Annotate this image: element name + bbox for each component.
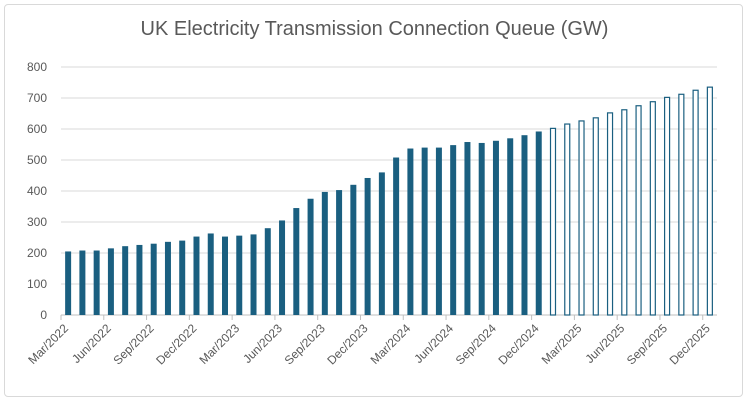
x-tick-label: Jun/2024 <box>411 321 456 366</box>
bar <box>122 246 129 315</box>
bar <box>193 236 200 315</box>
bar <box>678 93 685 316</box>
bar <box>492 140 499 315</box>
bar <box>378 172 385 315</box>
bar <box>635 105 642 316</box>
bar <box>164 241 171 315</box>
bar <box>521 135 528 315</box>
bar <box>364 177 371 315</box>
bar <box>535 131 542 315</box>
chart-frame <box>4 4 743 397</box>
bar <box>264 228 271 315</box>
bar <box>663 96 671 316</box>
y-tick-label: 400 <box>27 184 47 198</box>
bar <box>706 86 713 316</box>
y-tick-label: 100 <box>27 277 47 291</box>
x-tick-label: Mar/2022 <box>25 321 71 367</box>
x-tick-label: Jun/2025 <box>582 321 627 366</box>
x-tick-label: Jun/2022 <box>69 321 114 366</box>
bar <box>649 101 656 316</box>
x-tick-label: Dec/2023 <box>324 321 370 367</box>
bar <box>464 142 471 315</box>
y-tick-label: 700 <box>27 91 47 105</box>
bar <box>321 191 328 315</box>
bar <box>592 117 599 316</box>
bar <box>79 250 86 315</box>
bar <box>293 208 300 315</box>
bar <box>564 123 571 316</box>
bar <box>179 240 186 315</box>
x-tick-label: Sep/2023 <box>282 321 328 367</box>
x-tick-label: Dec/2025 <box>667 321 713 367</box>
bar <box>549 127 557 316</box>
bar <box>421 147 428 315</box>
chart-title: UK Electricity Transmission Connection Q… <box>140 18 609 40</box>
bar <box>350 184 357 315</box>
bar <box>136 244 143 315</box>
x-tick-label: Jun/2023 <box>240 321 285 366</box>
y-tick-label: 800 <box>27 60 47 74</box>
bar <box>250 234 257 315</box>
bar <box>507 138 514 315</box>
y-tick-label: 200 <box>27 246 47 260</box>
x-tick-label: Mar/2024 <box>368 321 414 367</box>
bar <box>207 233 214 315</box>
x-tick-label: Dec/2024 <box>496 321 542 367</box>
x-tick-label: Sep/2024 <box>453 321 499 367</box>
bar <box>336 190 343 315</box>
bar <box>692 89 699 316</box>
bar <box>435 147 442 315</box>
x-tick-label: Mar/2025 <box>539 321 585 367</box>
bar <box>606 112 614 316</box>
bar <box>393 157 400 315</box>
bar <box>621 109 628 316</box>
bar <box>307 198 314 315</box>
bar <box>236 235 243 315</box>
x-tick-label: Sep/2025 <box>624 321 670 367</box>
y-tick-label: 500 <box>27 153 47 167</box>
bar <box>578 120 585 316</box>
bar <box>279 220 286 315</box>
bar <box>222 236 228 315</box>
x-tick-label: Sep/2022 <box>110 321 156 367</box>
y-tick-label: 300 <box>27 215 47 229</box>
bar <box>478 142 485 315</box>
x-tick-label: Dec/2022 <box>153 321 199 367</box>
y-tick-label: 600 <box>27 122 47 136</box>
bar <box>407 148 414 315</box>
bar <box>450 145 457 315</box>
bar <box>93 250 100 315</box>
y-tick-label: 0 <box>40 308 47 322</box>
bar <box>65 251 72 315</box>
bar <box>107 248 114 315</box>
x-tick-label: Mar/2023 <box>196 321 242 367</box>
bar <box>150 243 157 315</box>
